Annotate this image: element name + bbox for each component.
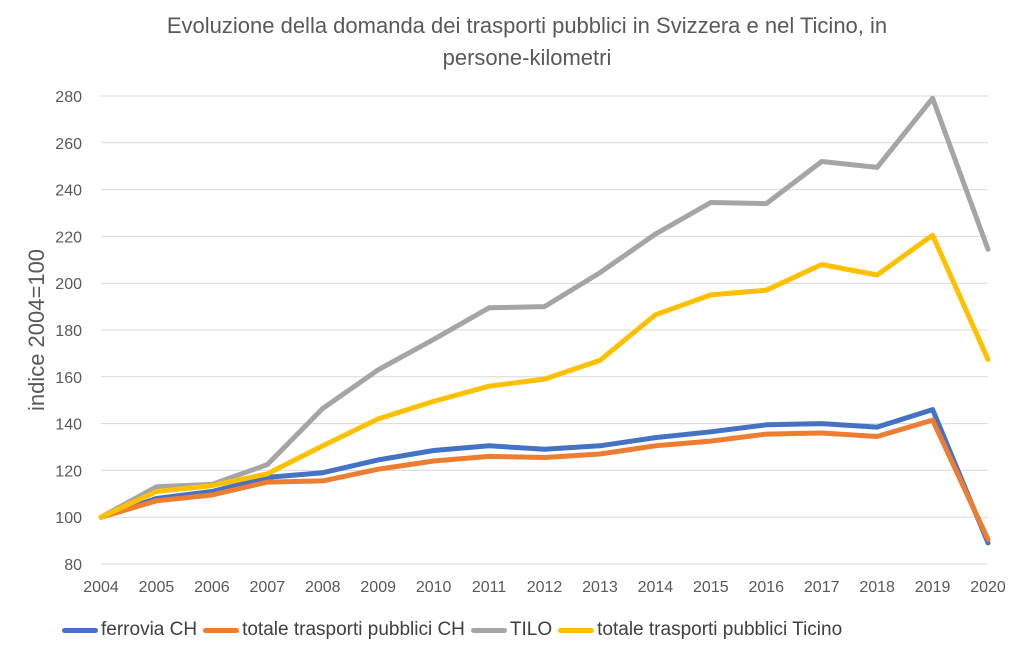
legend-swatch xyxy=(203,627,240,633)
y-tick-label: 280 xyxy=(55,89,82,106)
y-axis-label: indice 2004=100 xyxy=(24,249,49,411)
y-tick-label: 140 xyxy=(55,417,82,434)
y-tick-label: 200 xyxy=(55,276,82,293)
x-tick-label: 2010 xyxy=(416,579,452,596)
chart-title-line-2: persone-kilometri xyxy=(442,45,612,70)
series-line-3 xyxy=(98,95,991,520)
x-tick-label: 2018 xyxy=(859,579,895,596)
y-tick-label: 240 xyxy=(55,183,82,200)
x-tick-label: 2015 xyxy=(693,579,729,596)
chart-legend: ferrovia CH totale trasporti pubblici CH T… xyxy=(62,616,848,644)
x-tick-label: 2006 xyxy=(194,579,230,596)
y-tick-label: 180 xyxy=(55,323,82,340)
x-tick-label: 2011 xyxy=(472,579,507,596)
series-line-1 xyxy=(98,407,991,546)
legend-item-2: totale trasporti pubblici CH xyxy=(203,619,465,641)
chart-title: Evoluzione della domanda dei trasporti p… xyxy=(0,10,1024,74)
y-tick-label: 260 xyxy=(55,136,82,153)
series-lines xyxy=(98,95,991,546)
x-axis-tick-labels: 2004 2005 2006 2007 2008 2009 2010 2011 2012 2013… xyxy=(83,579,1006,596)
x-tick-label: 2014 xyxy=(638,579,674,596)
legend-label: totale trasporti pubblici Ticino xyxy=(597,619,843,640)
x-tick-label: 2019 xyxy=(915,579,951,596)
x-tick-label: 2020 xyxy=(970,579,1006,596)
y-tick-label: 80 xyxy=(64,557,82,574)
x-tick-label: 2013 xyxy=(582,579,618,596)
legend-item-3: TILO xyxy=(470,619,553,641)
y-axis-tick-labels: 80 100 120 140 160 180 200 220 240 260 280 xyxy=(55,89,82,574)
legend-swatch xyxy=(470,627,507,633)
y-tick-label: 160 xyxy=(55,370,82,387)
legend-label: totale trasporti pubblici CH xyxy=(242,619,465,640)
chart-title-line-1: Evoluzione della domanda dei trasporti p… xyxy=(166,13,888,38)
x-tick-label: 2017 xyxy=(804,579,840,596)
legend-swatch xyxy=(558,627,595,633)
y-tick-label: 220 xyxy=(55,229,82,246)
x-tick-label: 2012 xyxy=(527,579,563,596)
x-tick-label: 2004 xyxy=(83,579,119,596)
legend-item-4: totale trasporti pubblici Ticino xyxy=(558,619,842,641)
legend-item-1: ferrovia CH xyxy=(62,619,197,641)
x-tick-label: 2008 xyxy=(305,579,341,596)
x-tick-label: 2016 xyxy=(748,579,784,596)
x-tick-label: 2007 xyxy=(250,579,286,596)
series-line-2 xyxy=(98,417,991,542)
x-tick-label: 2005 xyxy=(139,579,175,596)
legend-swatch xyxy=(62,627,98,633)
legend-label: TILO xyxy=(509,619,553,640)
y-tick-label: 100 xyxy=(55,510,82,527)
x-tick-label: 2009 xyxy=(360,579,396,596)
series-line-4 xyxy=(98,232,991,520)
y-tick-label: 120 xyxy=(55,463,82,480)
legend-label: ferrovia CH xyxy=(101,619,198,640)
